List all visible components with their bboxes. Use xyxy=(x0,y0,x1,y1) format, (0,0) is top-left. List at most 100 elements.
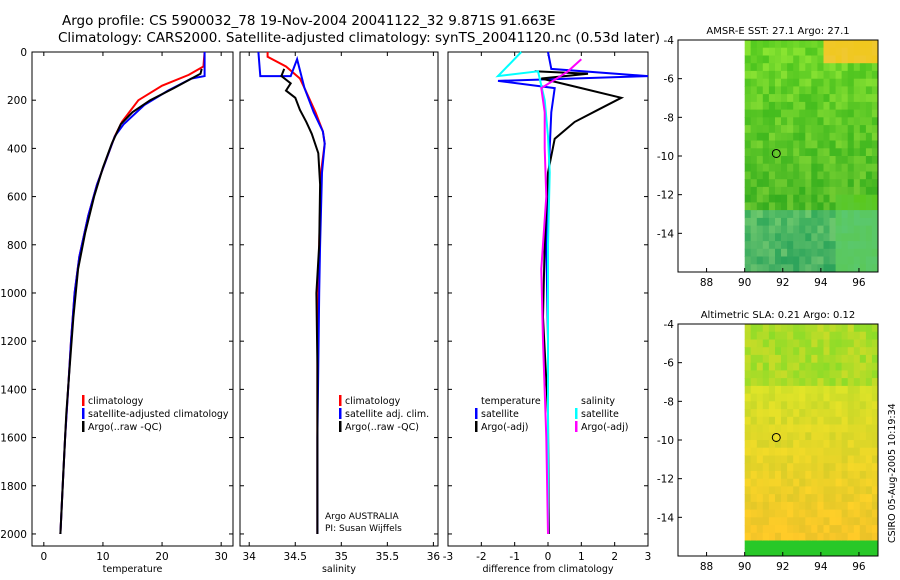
map-cell xyxy=(835,501,843,511)
map-cell xyxy=(853,548,861,557)
map-cell xyxy=(859,163,867,172)
map-cell xyxy=(871,210,879,219)
map-cell xyxy=(787,148,794,157)
map-cell xyxy=(793,378,800,387)
map-cell xyxy=(756,163,764,172)
map-cell xyxy=(805,517,812,526)
map-cell xyxy=(793,47,800,56)
map-cell xyxy=(811,132,818,141)
map-cell xyxy=(871,171,879,180)
map-cell xyxy=(865,525,873,534)
map-cell xyxy=(805,156,812,165)
map-cell xyxy=(768,55,776,64)
map-cell xyxy=(853,86,861,95)
map-cell xyxy=(799,179,806,188)
map-cell xyxy=(865,86,873,95)
map-cell xyxy=(781,362,788,371)
map-cell xyxy=(829,362,837,371)
map-cell xyxy=(787,248,794,257)
x-tick-label: 96 xyxy=(852,561,866,573)
map-cell xyxy=(793,233,800,242)
map-cell xyxy=(775,525,782,534)
legend-swatch xyxy=(575,408,578,419)
map-cell xyxy=(805,401,812,410)
map-cell xyxy=(835,354,843,364)
map-cell xyxy=(750,171,758,180)
map-cell xyxy=(835,194,843,203)
y-tick-label: 1600 xyxy=(0,433,27,445)
map-cell xyxy=(775,217,782,227)
map-cell xyxy=(781,540,788,549)
map-cell xyxy=(756,241,764,250)
y-tick-label: -14 xyxy=(657,228,674,240)
map-cell xyxy=(793,525,800,534)
map-cell xyxy=(841,55,849,64)
map-cell xyxy=(811,109,818,118)
map-cell xyxy=(859,447,867,456)
map-cell xyxy=(865,47,873,56)
map-cell xyxy=(744,370,752,379)
map-cell xyxy=(841,385,849,395)
legend-label: Argo(..raw -QC) xyxy=(345,422,419,433)
map-cell xyxy=(811,202,818,211)
y-tick-label: -8 xyxy=(664,396,674,408)
map-cell xyxy=(871,241,879,250)
map-cell xyxy=(762,440,770,449)
legend-swatch xyxy=(475,408,478,419)
map-cell xyxy=(817,156,824,165)
map-cell xyxy=(793,256,800,265)
map-cell xyxy=(781,525,788,534)
map-cell xyxy=(756,416,764,425)
map-cell xyxy=(865,432,873,441)
map-cell xyxy=(762,354,770,364)
map-cell xyxy=(744,463,752,472)
map-cell xyxy=(859,378,867,387)
map-cell xyxy=(756,210,764,219)
map-cell xyxy=(853,393,861,402)
map-cell xyxy=(750,501,758,511)
map-cell xyxy=(762,416,770,425)
map-cell xyxy=(811,393,818,402)
legend-swatch xyxy=(82,408,85,419)
map-cell xyxy=(835,424,843,433)
map-cell xyxy=(829,455,837,464)
map-cell xyxy=(811,125,818,134)
map-cell xyxy=(762,233,770,242)
map-cell xyxy=(787,101,794,111)
map-cell xyxy=(829,264,837,273)
series-line-salinity-satellite xyxy=(495,51,551,534)
map-cell xyxy=(823,486,831,495)
map-cell xyxy=(756,501,764,511)
map-cell xyxy=(829,40,837,49)
map-cell xyxy=(787,171,794,180)
map-cell xyxy=(805,525,812,534)
map-cell xyxy=(762,194,770,203)
map-cell xyxy=(787,440,794,449)
map-cell xyxy=(871,163,879,172)
map-cell xyxy=(829,233,837,242)
map-cell xyxy=(781,109,788,118)
map-cell xyxy=(811,525,818,534)
map-cell xyxy=(805,416,812,425)
map-cell xyxy=(841,117,849,126)
map-cell xyxy=(744,393,752,402)
map-cell xyxy=(823,339,831,348)
map-cell xyxy=(750,525,758,534)
map-cell xyxy=(775,40,782,49)
map-cell xyxy=(835,40,843,49)
map-cell xyxy=(829,78,837,87)
map-cell xyxy=(865,339,873,348)
map-cell xyxy=(841,532,849,541)
map-cell xyxy=(762,501,770,511)
map-cell xyxy=(835,486,843,495)
map-cell xyxy=(750,47,758,56)
map-cell xyxy=(817,63,824,72)
map-cell xyxy=(811,331,818,340)
map-cell xyxy=(750,447,758,456)
map-cell xyxy=(841,362,849,371)
map-cell xyxy=(829,347,837,356)
map-cell xyxy=(793,385,800,395)
map-cell xyxy=(817,148,824,157)
map-cell xyxy=(750,233,758,242)
map-cell xyxy=(823,378,831,387)
